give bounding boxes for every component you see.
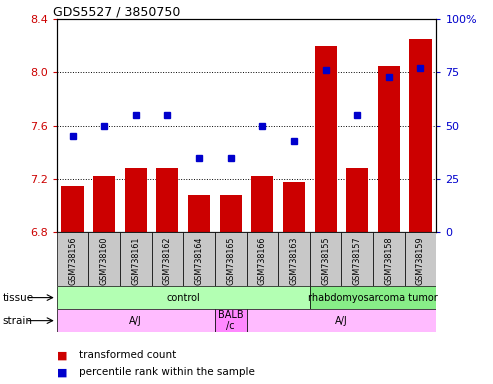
Bar [246, 309, 436, 332]
Text: rhabdomyosarcoma tumor: rhabdomyosarcoma tumor [308, 293, 438, 303]
Text: BALB
/c: BALB /c [218, 310, 244, 331]
Text: GSM738165: GSM738165 [226, 237, 235, 285]
Text: ■: ■ [57, 367, 70, 377]
Bar [405, 232, 436, 286]
Text: GSM738160: GSM738160 [100, 237, 108, 285]
Bar [152, 232, 183, 286]
Bar [341, 232, 373, 286]
Bar [57, 232, 88, 286]
Bar [251, 176, 274, 232]
Text: GSM738157: GSM738157 [352, 237, 362, 285]
Bar [183, 232, 215, 286]
Text: percentile rank within the sample: percentile rank within the sample [79, 367, 255, 377]
Text: control: control [166, 293, 200, 303]
Text: ■: ■ [57, 350, 70, 360]
Bar [310, 286, 436, 309]
Text: GSM738162: GSM738162 [163, 237, 172, 285]
Bar [93, 176, 115, 232]
Bar [57, 309, 215, 332]
Bar [156, 168, 178, 232]
Bar [409, 39, 431, 232]
Bar [373, 232, 405, 286]
Bar [88, 232, 120, 286]
Bar [378, 66, 400, 232]
Text: GSM738159: GSM738159 [416, 237, 425, 285]
Bar [310, 232, 341, 286]
Bar [215, 232, 246, 286]
Text: tissue: tissue [2, 293, 34, 303]
Bar [346, 168, 368, 232]
Bar [62, 186, 84, 232]
Text: transformed count: transformed count [79, 350, 176, 360]
Text: GSM738163: GSM738163 [289, 237, 298, 285]
Bar [278, 232, 310, 286]
Bar [120, 232, 152, 286]
Text: GSM738161: GSM738161 [131, 237, 141, 285]
Bar [188, 195, 210, 232]
Text: GSM738164: GSM738164 [195, 237, 204, 285]
Text: A/J: A/J [129, 316, 142, 326]
Text: GSM738166: GSM738166 [258, 237, 267, 285]
Text: GDS5527 / 3850750: GDS5527 / 3850750 [53, 5, 180, 18]
Bar [57, 286, 310, 309]
Text: GSM738156: GSM738156 [68, 237, 77, 285]
Bar [283, 182, 305, 232]
Text: GSM738155: GSM738155 [321, 237, 330, 285]
Bar [315, 46, 337, 232]
Bar [219, 195, 242, 232]
Bar [125, 168, 147, 232]
Text: strain: strain [2, 316, 33, 326]
Bar [215, 309, 246, 332]
Bar [246, 232, 278, 286]
Text: GSM738158: GSM738158 [385, 237, 393, 285]
Text: A/J: A/J [335, 316, 348, 326]
